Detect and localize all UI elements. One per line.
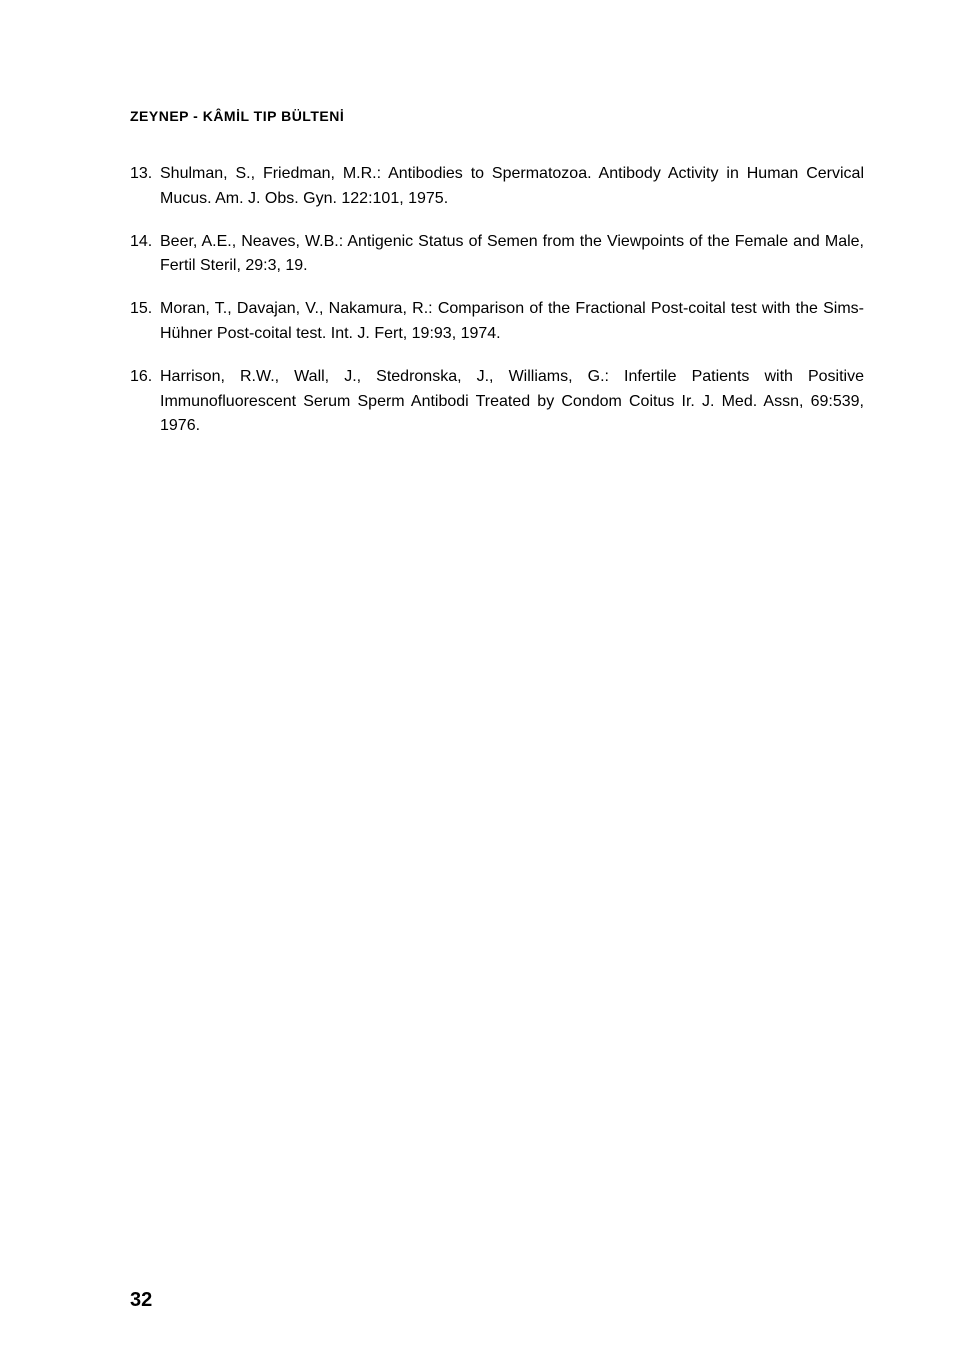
document-page: ZEYNEP - KÂMİL TIP BÜLTENİ 13. Shulman, … — [0, 0, 960, 439]
reference-list: 13. Shulman, S., Friedman, M.R.: Antibod… — [130, 162, 864, 439]
reference-item: 14. Beer, A.E., Neaves, W.B.: Antigenic … — [130, 230, 864, 280]
reference-number: 14. — [130, 230, 160, 280]
reference-item: 16. Harrison, R.W., Wall, J., Stedronska… — [130, 365, 864, 439]
reference-number: 15. — [130, 297, 160, 347]
reference-text: Harrison, R.W., Wall, J., Stedronska, J.… — [160, 365, 864, 439]
reference-text: Shulman, S., Friedman, M.R.: Antibodies … — [160, 162, 864, 212]
journal-header: ZEYNEP - KÂMİL TIP BÜLTENİ — [130, 108, 864, 124]
reference-item: 15. Moran, T., Davajan, V., Nakamura, R.… — [130, 297, 864, 347]
reference-text: Beer, A.E., Neaves, W.B.: Antigenic Stat… — [160, 230, 864, 280]
page-number: 32 — [130, 1289, 152, 1312]
reference-number: 13. — [130, 162, 160, 212]
reference-text: Moran, T., Davajan, V., Nakamura, R.: Co… — [160, 297, 864, 347]
reference-item: 13. Shulman, S., Friedman, M.R.: Antibod… — [130, 162, 864, 212]
reference-number: 16. — [130, 365, 160, 439]
